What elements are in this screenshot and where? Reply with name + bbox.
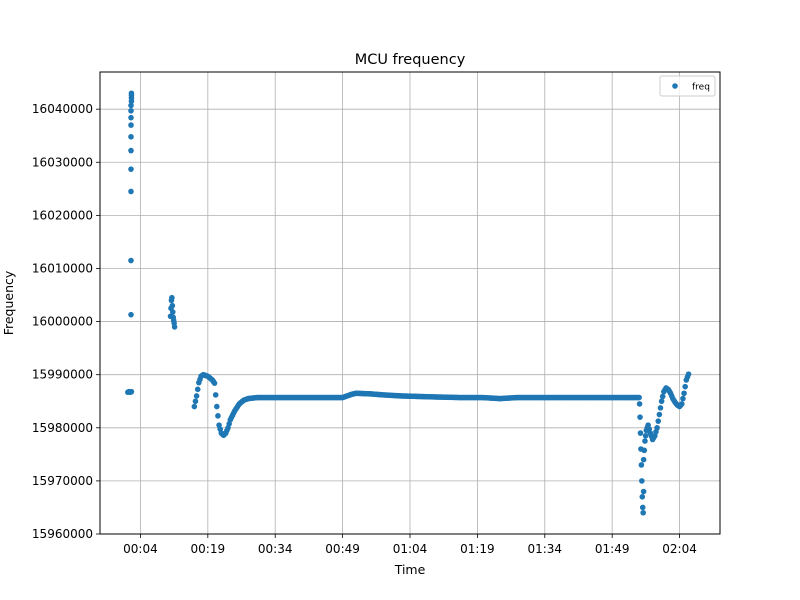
x-tick-label: 01:34 [527,542,562,556]
data-point [640,509,646,516]
x-tick-label: 02:04 [662,542,697,556]
data-point [128,147,134,154]
legend: freq [659,75,716,97]
y-tick-label: 16030000 [32,155,93,169]
data-point [681,390,687,397]
data-point [640,456,647,463]
data-point [128,114,134,121]
data-point [192,398,199,405]
data-point [128,311,134,318]
x-tick-label: 01:04 [393,542,428,556]
y-axis-ticks: 15960000 15970000 15980000 15990000 16000000… [32,102,100,541]
data-point [638,462,645,468]
x-tick-label: 01:19 [460,542,495,556]
legend-box [659,75,716,97]
data-point [171,324,178,330]
data-point [215,413,221,419]
data-point [654,424,660,431]
legend-marker [672,83,678,89]
x-axis-label: Time [394,562,426,577]
y-tick-label: 16010000 [32,261,93,275]
data-point [657,405,664,411]
y-tick-label: 16020000 [32,208,93,222]
data-point [637,414,643,420]
data-point [193,393,200,399]
x-tick-label: 01:49 [595,542,630,556]
data-point [211,380,218,386]
data-point [637,430,644,436]
x-tick-label: 00:04 [123,542,158,556]
y-tick-label: 16000000 [32,315,93,329]
data-point [214,403,220,410]
grid-layer [100,72,720,535]
y-axis-label: Frequency [1,270,16,335]
data-point [128,102,134,109]
data-point [682,383,688,390]
data-point [191,403,198,410]
data-point [128,133,134,140]
data-point [680,395,686,402]
y-tick-label: 15970000 [32,474,93,488]
data-point [194,386,201,393]
data-point [128,90,135,97]
data-point [169,294,175,301]
data-point [655,418,662,424]
data-point [636,401,643,407]
data-point [640,488,647,495]
data-point [169,302,176,309]
y-tick-label: 15990000 [32,368,93,382]
data-point [658,398,665,405]
x-tick-label: 00:19 [191,542,226,556]
data-point [128,388,135,395]
data-point [659,393,666,400]
data-point [656,411,663,418]
data-point [128,107,134,114]
data-point [128,188,134,195]
data-points-layer [125,90,692,516]
data-point [642,432,649,439]
x-tick-label: 00:49 [325,542,360,556]
chart-title: MCU frequency [355,52,466,68]
data-point [636,394,642,401]
data-point [639,504,646,511]
data-point [679,401,685,407]
data-point [685,371,692,377]
data-point [128,122,134,128]
x-tick-label: 00:34 [258,542,293,556]
data-point [212,392,219,398]
data-point [128,166,134,172]
data-point [639,494,646,500]
legend-label-freq: freq [692,83,710,93]
x-axis-ticks: 00:04 00:19 00:34 00:49 01:04 01:19 01:34 01:49… [123,534,697,556]
data-point [128,257,134,264]
y-tick-label: 15960000 [32,527,93,541]
data-point [639,478,645,484]
data-point [641,447,648,454]
y-tick-label: 15980000 [32,421,93,435]
data-point [642,438,648,444]
data-point [169,309,176,315]
y-tick-label: 16040000 [32,102,93,116]
